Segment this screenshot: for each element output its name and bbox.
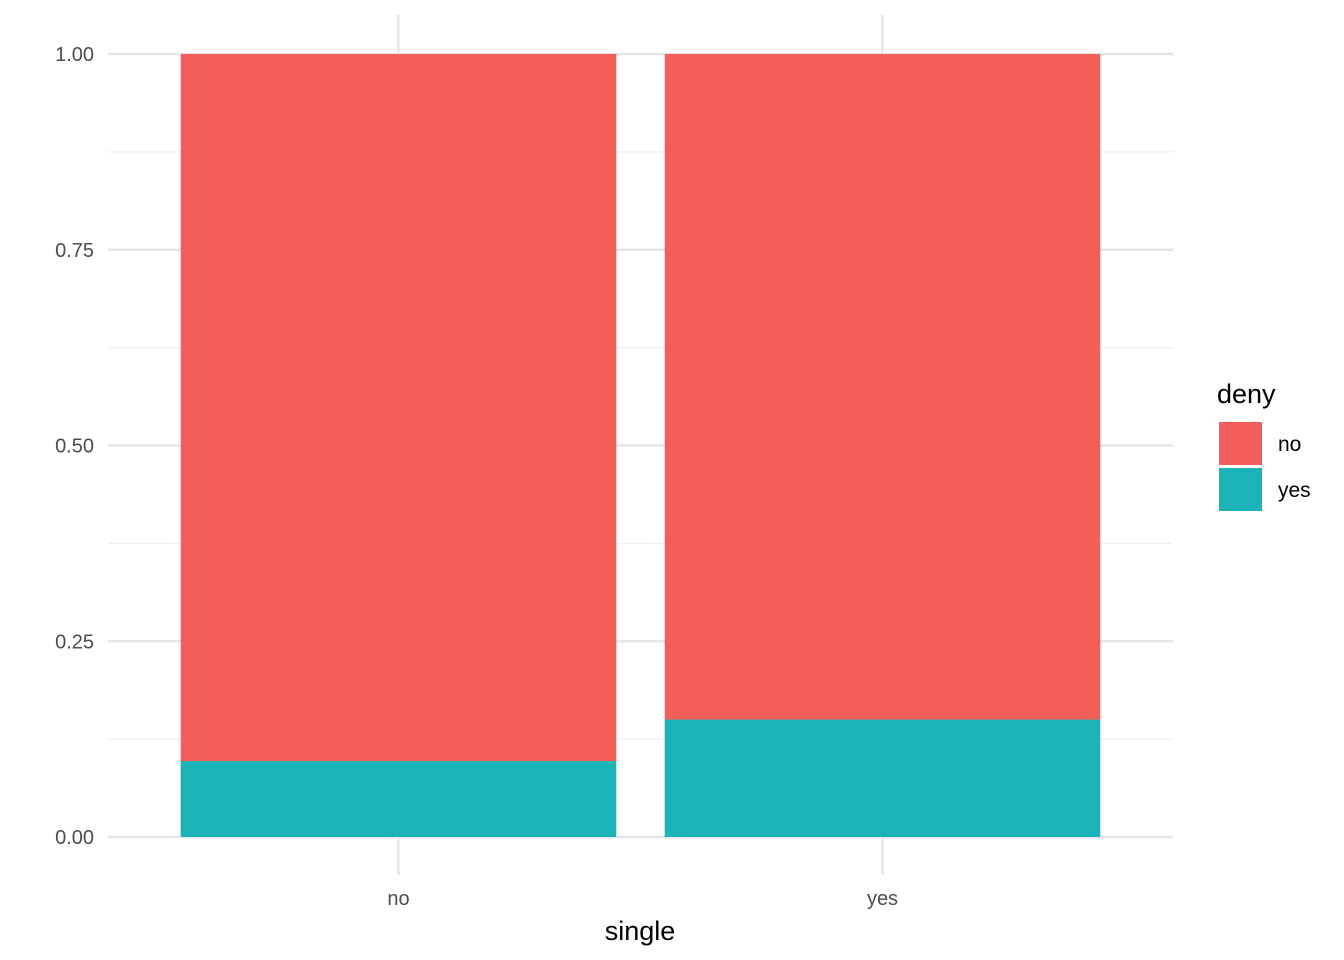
y-tick-label: 1.00 — [55, 44, 94, 66]
y-tick-label: 0.25 — [55, 631, 94, 653]
bar-segment-no-yes — [180, 761, 617, 837]
x-tick-label: yes — [867, 888, 898, 910]
y-tick-label: 0.75 — [55, 240, 94, 262]
bar-segment-yes-no — [664, 54, 1101, 720]
x-tick-label: no — [387, 888, 409, 910]
legend-title: deny — [1217, 379, 1276, 409]
legend: deny no yes — [1217, 379, 1311, 511]
bar-segment-no-no — [180, 54, 617, 762]
y-tick-label: 0.50 — [55, 436, 94, 458]
x-axis-title: single — [605, 916, 676, 946]
x-axis: no yes — [387, 888, 898, 910]
y-axis: 0.00 0.25 0.50 0.75 1.00 — [55, 44, 94, 849]
y-tick-label: 0.00 — [55, 827, 94, 849]
legend-label-yes: yes — [1278, 479, 1311, 502]
legend-label-no: no — [1278, 433, 1301, 456]
bars-layer — [180, 54, 1101, 837]
bar-segment-yes-yes — [664, 719, 1101, 837]
legend-items: no yes — [1219, 422, 1311, 511]
legend-key-no — [1219, 422, 1262, 465]
legend-key-yes — [1219, 468, 1262, 511]
